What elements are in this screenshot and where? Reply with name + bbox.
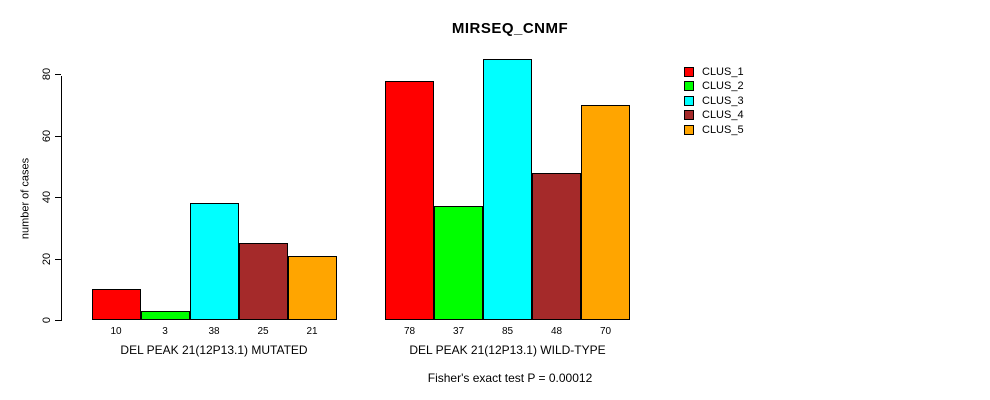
bar-clus_2-group1 bbox=[140, 311, 190, 320]
bar-value-label: 70 bbox=[599, 326, 612, 337]
bar-value-label: 21 bbox=[306, 326, 318, 337]
bar-value-label: 25 bbox=[257, 326, 269, 337]
legend-swatch-clus_3 bbox=[684, 95, 694, 106]
legend-label: CLUS_2 bbox=[702, 80, 744, 93]
y-tick-20 bbox=[55, 258, 61, 260]
y-axis-line bbox=[61, 76, 62, 321]
bar-value-label: 85 bbox=[501, 326, 514, 337]
bar-clus_5-group1 bbox=[287, 256, 337, 320]
bar-clus_3-group1 bbox=[189, 203, 239, 320]
y-axis-title: number of cases bbox=[19, 157, 32, 240]
y-tick-label-60: 60 bbox=[41, 129, 53, 142]
legend-label: CLUS_3 bbox=[702, 94, 744, 107]
y-tick-80 bbox=[55, 74, 61, 76]
y-tick-label-20: 20 bbox=[41, 252, 53, 265]
y-tick-40 bbox=[55, 197, 61, 199]
group-label-2: DEL PEAK 21(12P13.1) WILD-TYPE bbox=[409, 343, 606, 357]
y-tick-label-0: 0 bbox=[41, 316, 53, 324]
legend-swatch-clus_4 bbox=[684, 110, 694, 121]
bar-value-label: 10 bbox=[110, 326, 122, 337]
legend-swatch-clus_2 bbox=[684, 81, 694, 92]
group-label-1: DEL PEAK 21(12P13.1) MUTATED bbox=[120, 343, 308, 357]
chart-title: MIRSEQ_CNMF bbox=[451, 20, 569, 37]
bar-clus_4-group2 bbox=[532, 173, 581, 320]
bar-clus_5-group2 bbox=[581, 105, 630, 320]
annotation-text: Fisher's exact test P = 0.00012 bbox=[427, 371, 593, 385]
legend-swatch-clus_1 bbox=[684, 67, 694, 77]
bar-clus_1-group2 bbox=[385, 81, 434, 320]
bar-clus_2-group2 bbox=[434, 206, 483, 320]
legend-label: CLUS_5 bbox=[702, 123, 744, 136]
y-tick-60 bbox=[55, 135, 61, 137]
legend-label: CLUS_1 bbox=[702, 66, 744, 78]
bar-value-label: 38 bbox=[208, 326, 220, 337]
y-tick-0 bbox=[55, 320, 61, 321]
bar-clus_1-group1 bbox=[91, 289, 141, 320]
bar-value-label: 3 bbox=[162, 326, 168, 337]
bar-value-label: 78 bbox=[403, 326, 416, 337]
legend-swatch-clus_5 bbox=[684, 124, 694, 135]
bar-value-label: 37 bbox=[452, 326, 465, 337]
y-tick-label-40: 40 bbox=[41, 191, 53, 204]
bar-clus_4-group1 bbox=[238, 243, 288, 320]
y-tick-label-80: 80 bbox=[41, 68, 53, 81]
bar-value-label: 48 bbox=[550, 326, 563, 337]
legend-label: CLUS_4 bbox=[702, 109, 744, 122]
bar-clus_3-group2 bbox=[483, 59, 532, 320]
